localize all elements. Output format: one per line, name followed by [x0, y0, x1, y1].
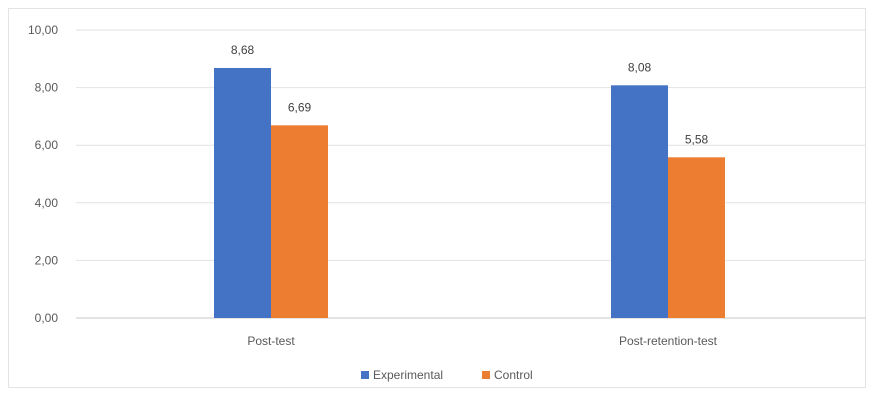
x-category-label: Post-retention-test	[619, 334, 718, 348]
x-axis-category-labels: Post-test Post-retention-test	[247, 334, 717, 348]
legend-swatch-control	[482, 371, 490, 379]
data-labels: 8,68 6,69 8,08 5,58	[231, 43, 709, 146]
y-tick-label: 4,00	[35, 196, 59, 210]
legend-label-experimental: Experimental	[373, 368, 443, 382]
data-label: 8,08	[628, 60, 652, 74]
bar-experimental-1	[214, 68, 271, 319]
data-label: 5,58	[685, 132, 709, 146]
bar-control-1	[271, 125, 328, 318]
bar-experimental-2	[611, 85, 668, 319]
data-label: 6,69	[288, 100, 312, 114]
legend-swatch-experimental	[361, 371, 369, 379]
y-tick-label: 8,00	[35, 81, 59, 95]
bar-control-2	[668, 157, 725, 318]
bars	[214, 68, 725, 319]
y-tick-label: 0,00	[35, 311, 59, 325]
y-axis-tick-labels: 0,00 2,00 4,00 6,00 8,00 10,00	[28, 23, 58, 325]
y-tick-label: 2,00	[35, 253, 59, 267]
legend-label-control: Control	[494, 368, 533, 382]
y-tick-label: 6,00	[35, 138, 59, 152]
y-tick-label: 10,00	[28, 23, 58, 37]
gridlines	[76, 29, 866, 319]
x-category-label: Post-test	[247, 334, 295, 348]
data-label: 8,68	[231, 43, 255, 57]
legend: Experimental Control	[361, 368, 533, 382]
